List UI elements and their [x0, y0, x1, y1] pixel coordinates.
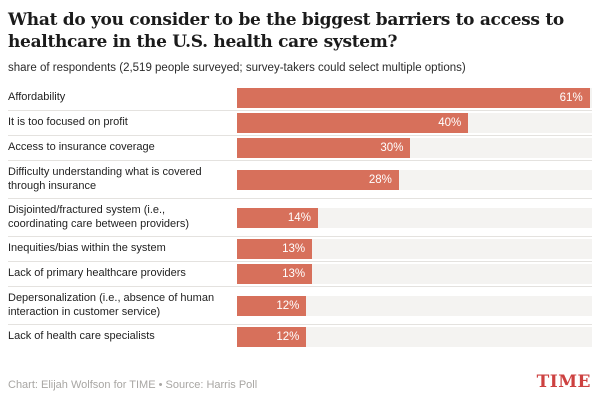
bar-chart: Affordability 61% It is too focused on pro…	[8, 86, 592, 349]
bar-track: 13%	[237, 264, 592, 284]
chart-row: Affordability 61%	[8, 86, 592, 111]
bar-value-label: 40%	[438, 117, 462, 129]
bar-value-label: 12%	[276, 331, 300, 343]
chart-header: What do you consider to be the biggest b…	[0, 0, 603, 75]
bar-track: 13%	[237, 239, 592, 259]
chart-row: Depersonalization (i.e., absence of huma…	[8, 287, 592, 325]
bar-value-label: 14%	[287, 211, 311, 224]
bar-value-label: 12%	[276, 299, 300, 312]
bar-category-label: Difficulty understanding what is covered…	[8, 166, 202, 192]
chart-footer: Chart: Elijah Wolfson for TIME • Source:…	[8, 372, 591, 392]
chart-subtitle: share of respondents (2,519 people surve…	[8, 62, 466, 74]
chart-title: What do you consider to be the biggest b…	[8, 10, 564, 52]
bar-track: 12%	[237, 327, 592, 347]
bar-category-label: It is too focused on profit	[8, 116, 128, 129]
bar: 61%	[237, 88, 590, 108]
chart-row: Inequities/bias within the system 13%	[8, 237, 592, 262]
bar-track: 40%	[237, 113, 592, 133]
bar-track: 30%	[237, 138, 592, 158]
bar-category-label: Lack of health care specialists	[8, 330, 155, 343]
bar: 12%	[237, 295, 307, 316]
chart-row: It is too focused on profit 40%	[8, 111, 592, 136]
chart-row: Disjointed/fractured system (i.e., coord…	[8, 199, 592, 237]
bar-value-label: 28%	[368, 173, 392, 186]
bar-track: 14%	[237, 207, 592, 228]
bar: 30%	[237, 138, 411, 158]
bar: 12%	[237, 327, 307, 347]
bar-value-label: 13%	[282, 268, 306, 280]
bar: 14%	[237, 207, 318, 228]
bar: 28%	[237, 169, 399, 190]
bar-track: 28%	[237, 169, 592, 190]
bar-value-label: 61%	[559, 92, 583, 104]
credit-text: Chart: Elijah Wolfson for TIME • Source:…	[8, 379, 258, 391]
bar-category-label: Disjointed/fractured system (i.e., coord…	[8, 204, 189, 230]
bar: 40%	[237, 113, 469, 133]
bar-track: 61%	[237, 88, 592, 108]
chart-row: Lack of health care specialists 12%	[8, 325, 592, 349]
bar: 13%	[237, 239, 313, 259]
chart-row: Access to insurance coverage 30%	[8, 136, 592, 161]
bar-value-label: 13%	[282, 243, 306, 255]
bar: 13%	[237, 264, 313, 284]
bar-category-label: Lack of primary healthcare providers	[8, 267, 186, 280]
bar-category-label: Affordability	[8, 91, 66, 104]
chart-row: Difficulty understanding what is covered…	[8, 161, 592, 199]
bar-track: 12%	[237, 295, 592, 316]
chart-row: Lack of primary healthcare providers 13%	[8, 262, 592, 287]
bar-category-label: Inequities/bias within the system	[8, 242, 166, 255]
bar-category-label: Depersonalization (i.e., absence of huma…	[8, 292, 215, 318]
time-logo: TIME	[536, 372, 591, 392]
bar-value-label: 30%	[380, 142, 404, 154]
bar-category-label: Access to insurance coverage	[8, 141, 155, 154]
